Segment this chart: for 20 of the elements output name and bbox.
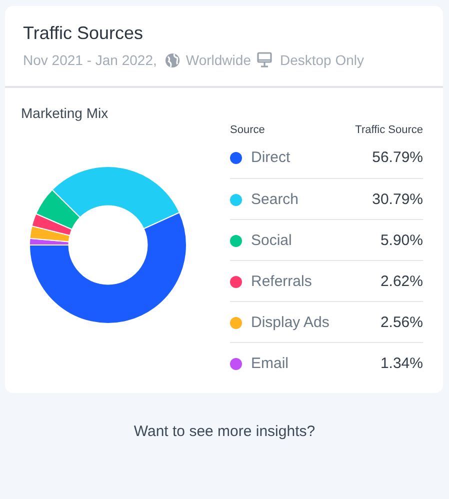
text: Worldwide bbox=[186, 52, 251, 68]
chart-subtitle: Nov 2021 - Jan 2022, bbox=[23, 52, 157, 68]
text: Want to see more insights? bbox=[132, 422, 316, 442]
legend-label: Email bbox=[251, 355, 289, 372]
text: Desktop Only bbox=[280, 52, 364, 68]
legend-label: Display Ads bbox=[251, 314, 330, 331]
data-label: 30.79% bbox=[372, 190, 423, 210]
text: Marketing Mix bbox=[21, 104, 108, 122]
chart-title: Traffic Sources bbox=[23, 22, 144, 44]
data-label: 5.90% bbox=[380, 231, 423, 251]
data-label: 56.79% bbox=[372, 148, 423, 168]
legend-label: Social bbox=[251, 232, 292, 249]
legend-label: Referrals bbox=[251, 273, 312, 290]
data-label: 1.34% bbox=[380, 354, 423, 374]
text: Traffic Source bbox=[355, 123, 423, 138]
legend-label: Direct bbox=[251, 149, 290, 166]
legend-title: Source bbox=[230, 123, 265, 138]
legend-label: Search bbox=[251, 191, 299, 208]
data-label: 2.56% bbox=[380, 313, 423, 333]
data-label: 2.62% bbox=[380, 272, 423, 292]
